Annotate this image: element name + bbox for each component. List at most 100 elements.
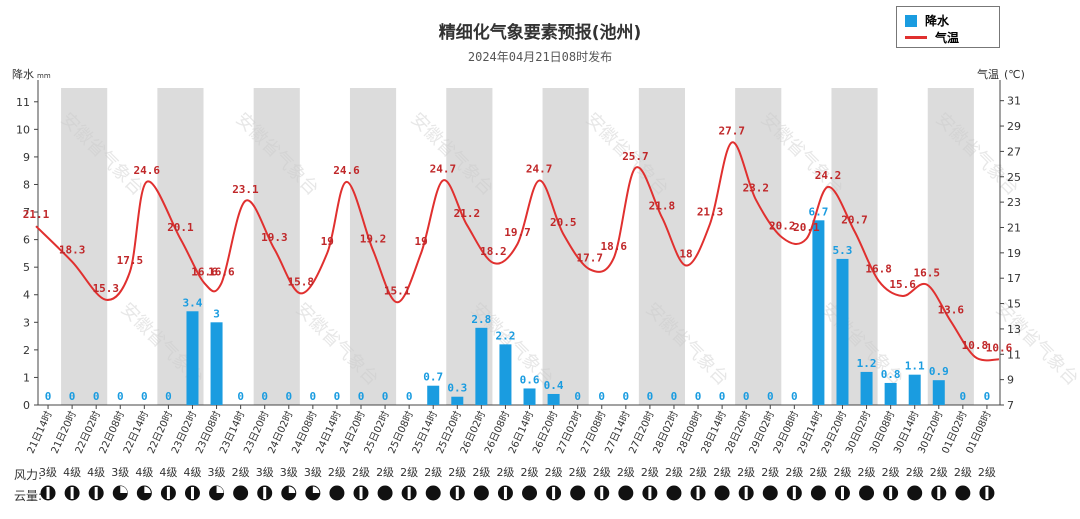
y-right-tick-label: 9: [1007, 374, 1014, 387]
cloud-cover-icon: [377, 485, 393, 501]
wind-level: 2级: [665, 466, 683, 479]
cloud-cover-gap: [600, 487, 604, 499]
legend: 降水 气温: [896, 6, 1000, 48]
temp-swatch-icon: [905, 36, 927, 39]
temperature-value-label: 19.2: [360, 232, 387, 245]
rain-value-label: 0.8: [881, 368, 901, 381]
y-right-unit: (℃): [1004, 68, 1025, 81]
y-left-tick-label: 0: [23, 399, 30, 412]
wind-level: 2级: [448, 466, 466, 479]
wind-level: 2级: [376, 466, 394, 479]
wind-level: 2级: [761, 466, 779, 479]
wind-level: 2级: [593, 466, 611, 479]
temperature-value-label: 17.5: [117, 254, 144, 267]
rain-swatch-icon: [905, 14, 917, 27]
temperature-value-label: 15.6: [889, 278, 916, 291]
wind-level: 2级: [545, 466, 563, 479]
wind-level: 2级: [713, 466, 731, 479]
cloud-cover-icon: [810, 485, 826, 501]
cloud-cover-icon: [305, 485, 321, 501]
wind-level: 2级: [472, 466, 490, 479]
y-right-tick-label: 15: [1007, 298, 1021, 311]
temperature-value-label: 13.6: [938, 303, 965, 316]
wind-level: 2级: [978, 466, 996, 479]
cloud-cover-fill: [859, 486, 874, 500]
rain-bar: [547, 393, 560, 405]
cloud-cover-icon: [883, 485, 899, 501]
rain-bar: [210, 322, 223, 405]
rain-value-label: 0: [261, 390, 268, 403]
y-left-tick-label: 3: [23, 316, 30, 329]
cloud-cover-gap: [407, 487, 411, 499]
rain-value-label: 0: [406, 390, 413, 403]
wind-level: 3级: [256, 466, 274, 479]
cloud-cover-gap: [263, 487, 267, 499]
rain-value-label: 0: [647, 390, 654, 403]
cloud-cover-icon: [522, 485, 538, 501]
issue-time: 2024年04月21日08时发布: [467, 50, 613, 64]
cloud-cover-icon: [762, 485, 778, 501]
temperature-value-label: 23.1: [232, 183, 259, 196]
cloud-cover-icon: [690, 485, 706, 501]
rain-bar: [186, 311, 199, 405]
wind-level: 2级: [954, 466, 972, 479]
rain-value-label: 1.2: [857, 357, 877, 370]
rain-value-label: 3.4: [183, 296, 203, 309]
temperature-value-label: 16.6: [208, 265, 235, 278]
rain-value-label: 0: [598, 390, 605, 403]
cloud-cover-icon: [497, 485, 513, 501]
cloud-cover-icon: [546, 485, 562, 501]
rain-value-label: 0: [117, 390, 124, 403]
cloud-cover-gap: [216, 486, 224, 493]
temperature-value-label: 10.6: [986, 341, 1013, 354]
day-band: [542, 88, 589, 405]
wind-level: 2级: [737, 466, 755, 479]
rain-bar: [836, 258, 849, 405]
rain-bar: [932, 380, 945, 405]
temperature-value-label: 20.1: [167, 221, 194, 234]
y-right-tick-label: 29: [1007, 120, 1021, 133]
rain-value-label: 0: [237, 390, 244, 403]
cloud-cover-icon: [329, 485, 345, 501]
temperature-value-label: 20.7: [841, 213, 868, 226]
wind-level: 2级: [232, 466, 250, 479]
wind-level: 3级: [304, 466, 322, 479]
y-right-tick-label: 17: [1007, 272, 1021, 285]
rain-value-label: 2.2: [496, 329, 516, 342]
temperature-value-label: 15.8: [288, 275, 315, 288]
rain-value-label: 0.9: [929, 365, 949, 378]
rain-value-label: 0: [141, 390, 148, 403]
temperature-value-label: 21.1: [23, 208, 50, 221]
temperature-value-label: 21.2: [454, 207, 481, 220]
rain-bar: [884, 382, 897, 405]
legend-rain: 降水: [905, 12, 949, 29]
cloud-cover-icon: [594, 485, 610, 501]
y-left-tick-label: 10: [16, 123, 30, 136]
cloud-cover-icon: [931, 485, 947, 501]
temperature-value-label: 15.3: [93, 282, 120, 295]
wind-level: 3级: [111, 466, 129, 479]
cloud-cover-gap: [166, 487, 170, 499]
cloud-cover-fill: [955, 486, 970, 500]
wind-level: 2级: [496, 466, 514, 479]
y-right-tick-label: 21: [1007, 221, 1021, 234]
rain-bar: [523, 388, 536, 405]
temperature-value-label: 25.7: [622, 150, 649, 163]
temperature-value-label: 20.5: [550, 216, 577, 229]
cloud-cover-gap: [744, 487, 748, 499]
cloud-cover-gap: [503, 487, 507, 499]
cloud-cover-icon: [714, 485, 730, 501]
legend-rain-label: 降水: [925, 14, 950, 28]
cloud-cover-gap: [552, 487, 556, 499]
temperature-value-label: 20.2: [769, 220, 796, 233]
cloud-cover-fill: [715, 486, 730, 500]
day-band: [253, 88, 300, 405]
cloud-cover-gap: [46, 487, 50, 499]
wind-level: 3级: [280, 466, 298, 479]
y-left-title: 降水: [12, 67, 34, 81]
wind-level: 2级: [521, 466, 539, 479]
day-band: [61, 88, 108, 405]
cloud-cover-icon: [209, 485, 225, 501]
temperature-value-label: 18: [679, 248, 692, 261]
